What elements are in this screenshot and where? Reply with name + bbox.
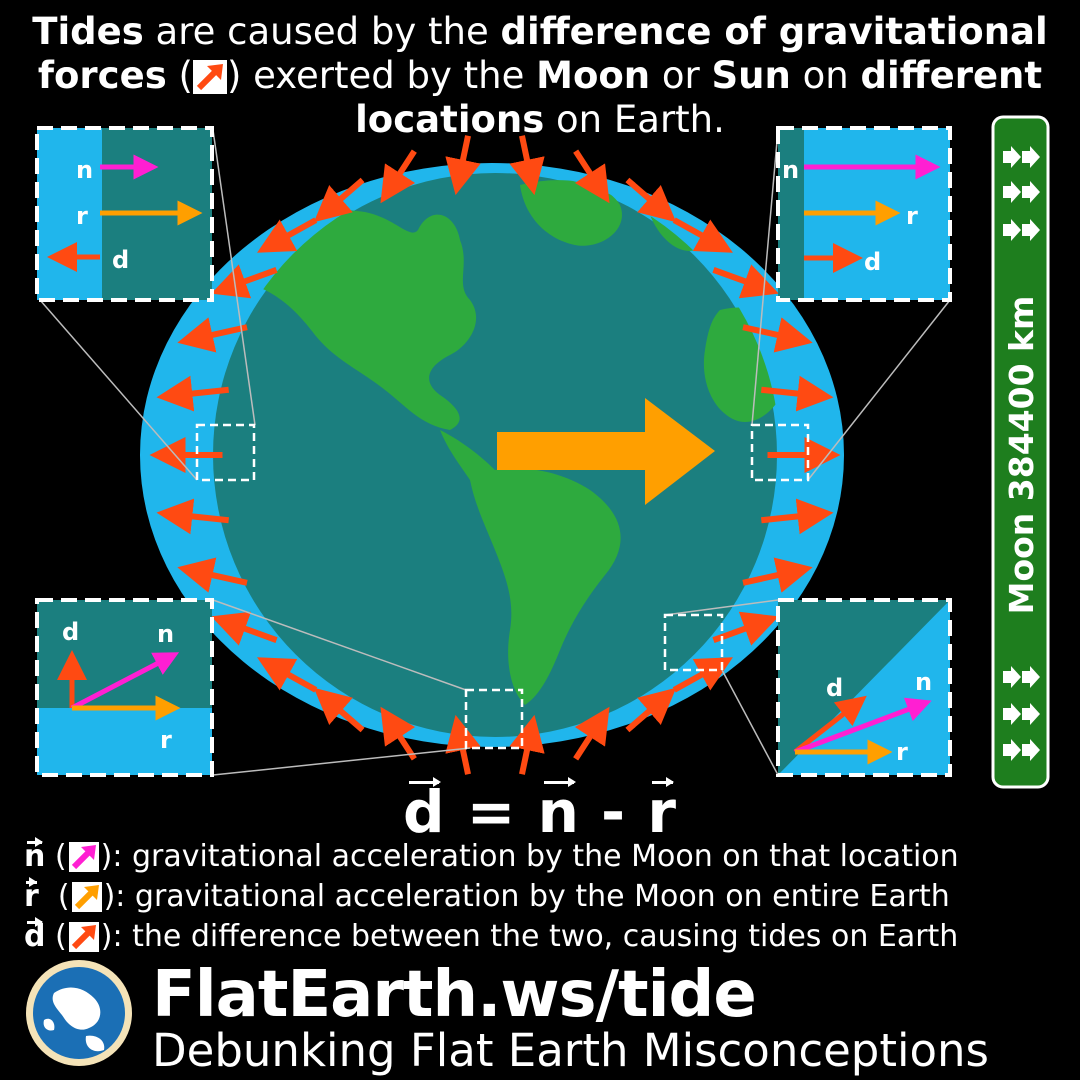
- formula-d: d: [403, 777, 446, 846]
- tidal-force-arrow: [712, 264, 779, 299]
- mean-acceleration-arrow: [497, 398, 715, 505]
- sign-arrow-icon: [1022, 703, 1040, 725]
- inset-label-d: d: [864, 248, 881, 276]
- tidal-force-arrow: [742, 557, 813, 593]
- red-arrow-icon: [192, 60, 227, 94]
- legend-symbol: r: [24, 877, 39, 914]
- tidal-force-arrow: [177, 317, 248, 353]
- inset-label-n: n: [157, 620, 174, 648]
- legend-description: ): the difference between the two, causi…: [100, 919, 959, 954]
- moon-distance-sign: Moon 384400 km: [991, 115, 1050, 789]
- tidal-force-arrow: [760, 498, 834, 535]
- inset-label-d: d: [826, 674, 843, 702]
- title-segment: different locations: [355, 54, 1043, 141]
- formula-minus: -: [579, 778, 648, 846]
- tidal-force-arrow: [625, 687, 677, 733]
- tidal-force-arrow: [445, 135, 481, 196]
- tidal-force-arrow: [156, 375, 230, 412]
- tidal-force-arrow: [380, 149, 417, 204]
- brand-url: FlatEarth.ws/tide: [152, 958, 757, 1032]
- tidal-force-arrow: [177, 557, 248, 593]
- title-segment: on Earth.: [544, 98, 725, 141]
- tidal-force-arrow: [625, 177, 677, 223]
- inset-label-d: d: [112, 246, 129, 274]
- moon-distance-label: Moon 384400 km: [1002, 296, 1041, 615]
- down-arrow-icons: [1003, 146, 1040, 761]
- tidal-force-arrow: [211, 611, 278, 646]
- tidal-force-arrow: [380, 706, 417, 761]
- tidal-force-arrow: [573, 149, 610, 204]
- sample-locations: [195, 423, 810, 750]
- magenta-arrow-icon: [68, 842, 99, 872]
- red-arrow-icon: [68, 922, 99, 952]
- tidal-force-arrow: [257, 657, 318, 693]
- sign-arrow-icon: [1003, 703, 1021, 725]
- formula-equals: =: [445, 778, 538, 846]
- inset-bottom-right: [776, 598, 952, 777]
- sign-arrow-icon: [1022, 666, 1040, 688]
- title-segment: (: [166, 54, 193, 97]
- orange-arrow-icon: [71, 882, 102, 912]
- inset-connectors: [39, 129, 951, 776]
- tidal-force-arrow: [257, 217, 318, 253]
- inset-label-r: r: [906, 202, 918, 230]
- sign-arrow-icon: [1003, 219, 1021, 241]
- legend-row: d ( ): the difference between the two, ca…: [24, 917, 1074, 956]
- sign-arrow-icon: [1022, 181, 1040, 203]
- formula: d = n - r: [0, 777, 1080, 846]
- sign-arrow-icon: [1022, 146, 1040, 168]
- sign-arrow-icon: [1022, 739, 1040, 761]
- inset-label-r: r: [896, 738, 908, 766]
- inset-label-n: n: [76, 156, 93, 184]
- title-segment: Tides: [32, 10, 144, 53]
- inset-label-r: r: [76, 202, 88, 230]
- formula-n: n: [537, 777, 580, 846]
- tidal-force-arrow: [672, 217, 733, 253]
- title-segment: Moon: [536, 54, 651, 97]
- title-segment: ) exerted by the: [226, 54, 537, 97]
- sign-arrow-icon: [1003, 666, 1021, 688]
- legend-symbol: d: [24, 917, 46, 954]
- tidal-force-arrow: [156, 498, 230, 535]
- page-title: Tides are caused by the difference of gr…: [0, 10, 1080, 142]
- inset-label-n: n: [782, 156, 799, 184]
- title-segment: Sun: [711, 54, 791, 97]
- title-segment: are caused by the: [143, 10, 501, 53]
- inset-top-left: [35, 126, 214, 302]
- sign-arrow-icon: [1022, 219, 1040, 241]
- title-segment: difference of gravitational forces: [37, 10, 1048, 97]
- sign-arrow-icon: [1003, 181, 1021, 203]
- tidal-force-arrow: [313, 687, 365, 733]
- title-segment: or: [650, 54, 712, 97]
- tidal-force-arrow: [573, 706, 610, 761]
- sign-arrow-icon: [1003, 146, 1021, 168]
- tidal-force-arrow: [313, 177, 365, 223]
- tidal-force-arrow: [742, 317, 813, 353]
- title-segment: on: [790, 54, 861, 97]
- legend-row: n ( ): gravitational acceleration by the …: [24, 837, 1074, 876]
- formula-r: r: [647, 777, 677, 846]
- legend-row: r ( ): gravitational acceleration by the …: [24, 877, 1074, 916]
- globe-logo-icon: [26, 960, 132, 1066]
- inset-top-right: [776, 126, 952, 302]
- inset-bottom-left: [35, 598, 214, 777]
- inset-label-d: d: [62, 618, 79, 646]
- sign-arrow-icon: [1003, 739, 1021, 761]
- inset-labels: n r d n r d d n r d n r: [62, 156, 932, 766]
- legend-paren: (: [45, 839, 67, 874]
- brand-tagline: Debunking Flat Earth Misconceptions: [152, 1024, 989, 1077]
- tidal-force-arrow: [760, 375, 834, 412]
- legend-description: ): gravitational acceleration by the Moo…: [103, 879, 950, 914]
- legend-description: ): gravitational acceleration by the Moo…: [100, 839, 959, 874]
- tidal-force-arrow: [211, 264, 278, 299]
- legend-paren: (: [45, 919, 67, 954]
- tidal-force-arrow: [445, 714, 481, 775]
- tidal-force-arrow: [509, 714, 545, 775]
- legend-paren: (: [38, 879, 70, 914]
- inset-label-n: n: [915, 668, 932, 696]
- inset-label-r: r: [160, 726, 172, 754]
- tidal-force-arrow: [509, 135, 545, 196]
- legend-symbol: n: [24, 837, 46, 874]
